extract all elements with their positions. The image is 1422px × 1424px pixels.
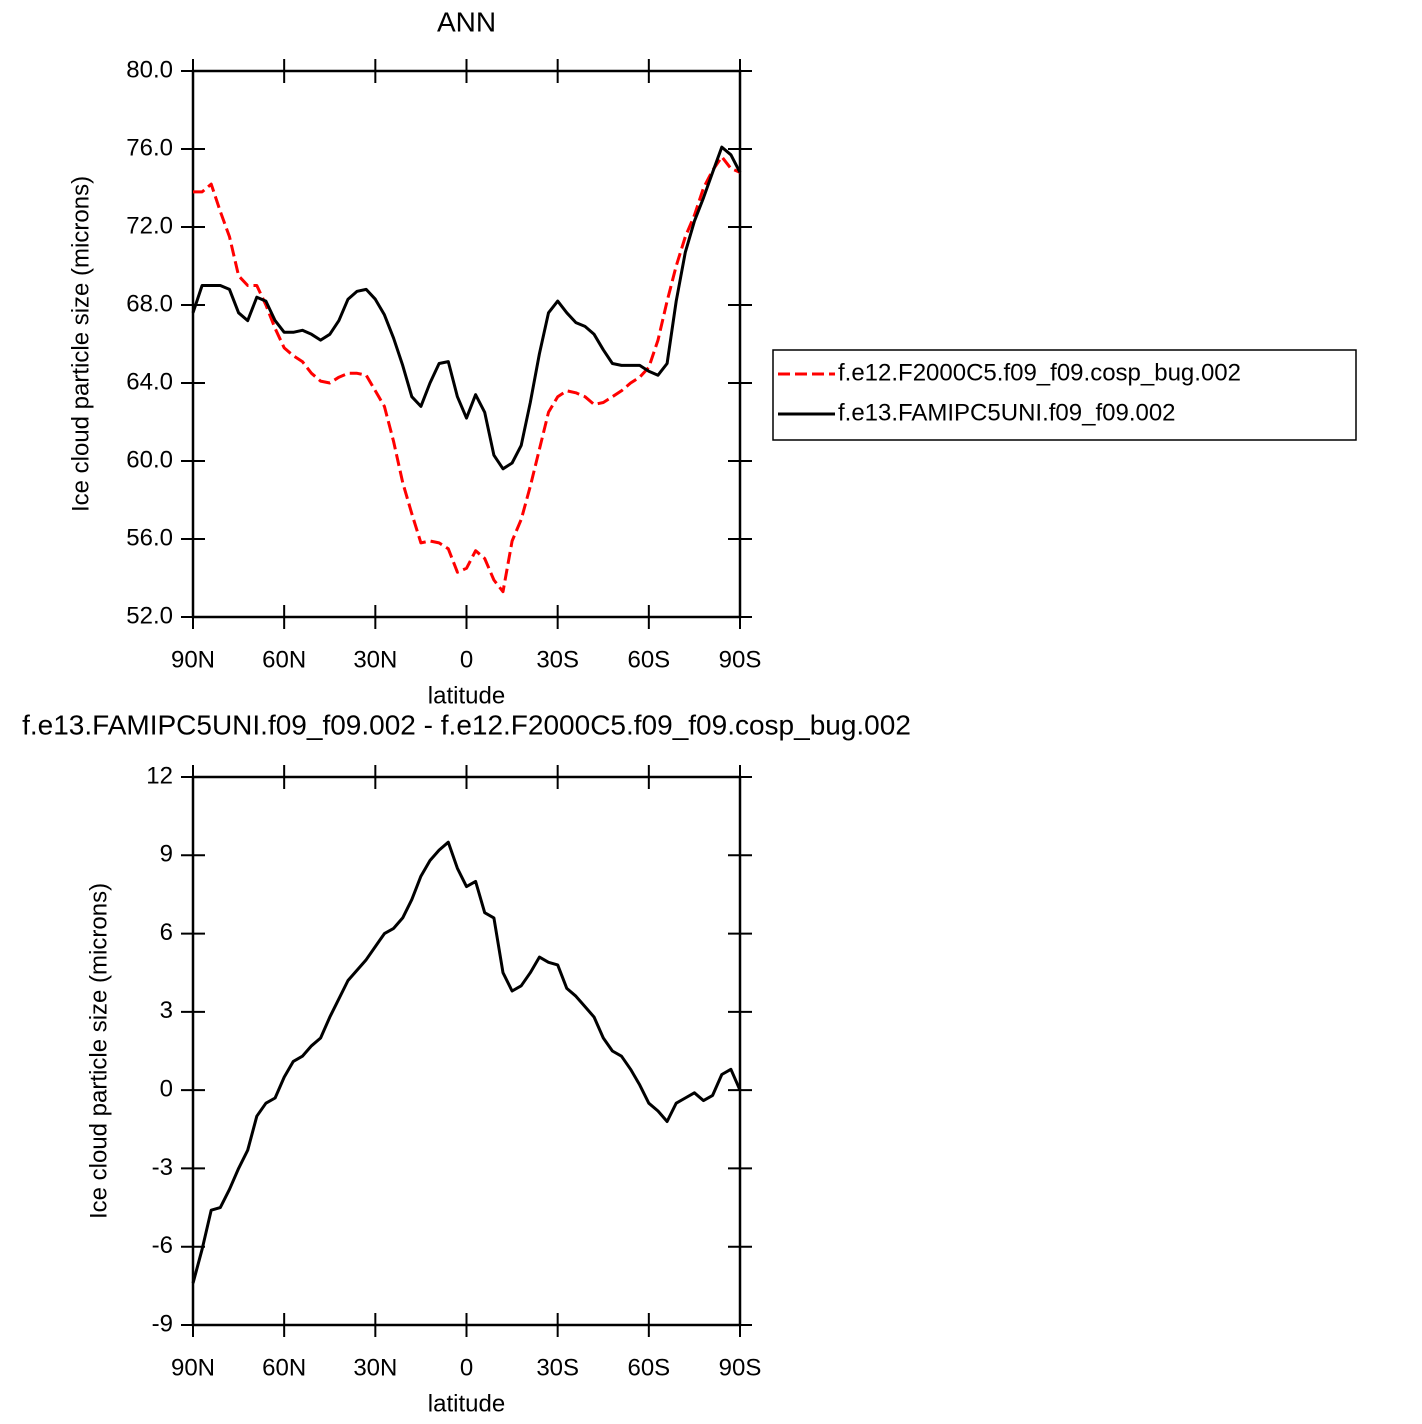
y-tick-label: 60.0 (126, 446, 173, 473)
y-tick-label: -6 (152, 1232, 173, 1259)
x-tick-label: 60N (262, 1354, 306, 1381)
y-tick-label: 76.0 (126, 134, 173, 161)
x-tick-label: 90S (719, 1354, 762, 1381)
chart-title: f.e13.FAMIPC5UNI.f09_f09.002 - f.e12.F20… (22, 709, 911, 740)
x-tick-label: 0 (460, 1354, 473, 1381)
x-tick-label: 60S (627, 646, 670, 673)
data-line (191, 840, 742, 1284)
x-tick-label: 30N (353, 646, 397, 673)
x-tick-label: 60N (262, 646, 306, 673)
x-tick-label: 60S (627, 1354, 670, 1381)
y-tick-label: 3 (160, 997, 173, 1024)
y-tick-label: 72.0 (126, 212, 173, 239)
x-tick-label: 30N (353, 1354, 397, 1381)
x-tick-label: 0 (460, 646, 473, 673)
y-axis-label: Ice cloud particle size (microns) (67, 176, 94, 512)
y-tick-label: 56.0 (126, 524, 173, 551)
plot-frame (191, 775, 742, 1327)
y-tick-label: 68.0 (126, 290, 173, 317)
legend-box (772, 349, 1357, 441)
y-tick-label: 12 (146, 762, 173, 789)
y-axis-label: Ice cloud particle size (microns) (85, 883, 112, 1219)
data-line (191, 145, 742, 471)
y-tick-label: -9 (152, 1310, 173, 1337)
x-tick-label: 90N (171, 1354, 215, 1381)
legend-label: f.e13.FAMIPC5UNI.f09_f09.002 (838, 399, 1176, 426)
legend-label: f.e12.F2000C5.f09_f09.cosp_bug.002 (838, 359, 1241, 386)
plot-frame (191, 69, 742, 619)
y-tick-label: 9 (160, 841, 173, 868)
y-tick-label: 52.0 (126, 602, 173, 629)
x-tick-label: 30S (536, 1354, 579, 1381)
data-line (193, 155, 741, 594)
y-tick-label: 0 (160, 1075, 173, 1102)
y-tick-label: 64.0 (126, 368, 173, 395)
y-tick-label: 80.0 (126, 56, 173, 83)
chart-title: ANN (437, 6, 496, 37)
y-tick-label: 6 (160, 919, 173, 946)
x-tick-label: 30S (536, 646, 579, 673)
x-axis-label: latitude (428, 682, 505, 709)
x-axis-label: latitude (428, 1390, 505, 1417)
y-tick-label: -3 (152, 1154, 173, 1181)
x-tick-label: 90N (171, 646, 215, 673)
x-tick-label: 90S (719, 646, 762, 673)
